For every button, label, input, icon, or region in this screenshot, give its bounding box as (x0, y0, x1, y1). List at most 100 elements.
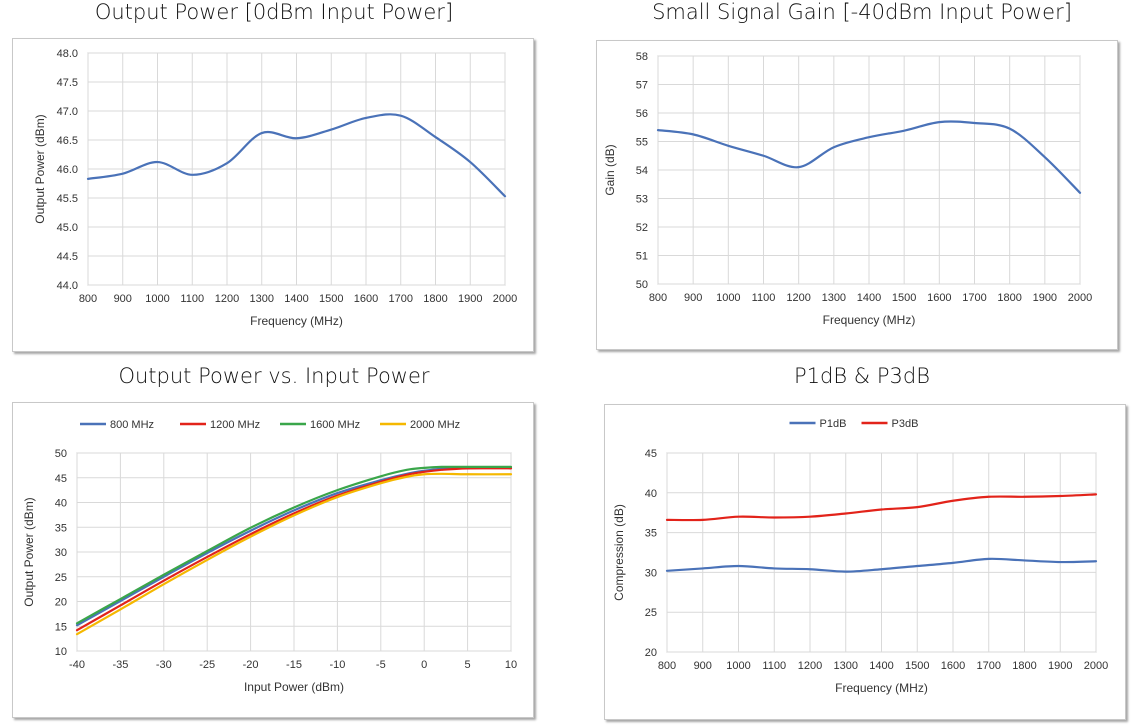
x-tick-label: 800 (658, 660, 676, 672)
x-tick-label: 900 (684, 292, 702, 304)
y-tick-label: 46.0 (57, 164, 78, 176)
x-tick-label: 1000 (716, 292, 740, 304)
chart-frame (596, 40, 1118, 350)
chart-small-signal-gain-panel: Small Signal Gain [-40dBm Input Power] 8… (588, 0, 1136, 360)
chart-title: Output Power [0dBm Input Power] (94, 0, 454, 24)
series-line-gain (656, 120, 1082, 194)
y-tick-label: 50 (636, 279, 648, 291)
x-tick-label: 1900 (458, 293, 482, 305)
chart-frame (12, 38, 534, 352)
chart-output-vs-input-panel: Output Power vs. Input Power -40 -35 -30 -2… (0, 364, 548, 728)
x-tick-label: 1100 (180, 293, 204, 305)
x-tick-label: 900 (694, 660, 712, 672)
y-tick-label: 47.0 (57, 106, 78, 118)
y-tick-label: 20 (55, 597, 67, 609)
x-tick-label: 1500 (319, 293, 343, 305)
x-axis-label: Frequency (MHz) (823, 313, 916, 327)
y-tick-label: 46.5 (57, 135, 78, 147)
chart-title: Output Power vs. Input Power (118, 364, 430, 388)
x-tick-label: 1400 (869, 660, 893, 672)
y-tick-label: 50 (55, 448, 67, 460)
y-tick-label: 58 (636, 51, 648, 63)
x-tick-label: 900 (114, 293, 132, 305)
y-tick-label: 20 (645, 647, 657, 659)
y-tick-label: 30 (645, 567, 657, 579)
x-tick-label: -35 (112, 659, 128, 671)
series-line-p1db (665, 557, 1098, 573)
output-vs-input-chart: -40 -35 -30 -25 -20 -15 -10 -5 0 5 10 10 15 20 25 30 35 4… (22, 419, 517, 694)
x-tick-label: 1200 (786, 292, 810, 304)
x-axis-label: Input Power (dBm) (244, 680, 344, 694)
chart-title: Small Signal Gain [-40dBm Input Power] (652, 0, 1072, 24)
x-tick-label: 0 (421, 659, 427, 671)
series-line-1200-mhz (75, 467, 513, 632)
x-tick-label: 2000 (493, 293, 517, 305)
p1db-p3db-chart: 800 900 1000 1100 1200 1300 1400 1500 1600 1700 18… (612, 418, 1108, 695)
x-tick-label: 1500 (892, 292, 916, 304)
legend-label: 1200 MHz (210, 419, 260, 431)
x-tick-label: 1300 (250, 293, 274, 305)
x-tick-label: 1100 (752, 292, 776, 304)
chart-p1db-p3db-panel: P1dB & P3dB 800 900 1000 1100 1200 1300 1400 15… (588, 364, 1136, 728)
x-tick-label: 10 (505, 659, 517, 671)
y-axis-label: Compression (dB) (612, 504, 626, 601)
chart-frame (12, 402, 534, 718)
series-line-output-power (86, 113, 507, 198)
x-tick-label: 1400 (284, 293, 308, 305)
x-tick-label: 1400 (857, 292, 881, 304)
y-tick-label: 45 (645, 448, 657, 460)
x-tick-label: 1700 (962, 292, 986, 304)
y-tick-label: 55 (636, 137, 648, 149)
series-line-p3db (665, 493, 1098, 522)
legend-label: 2000 MHz (410, 419, 460, 431)
x-tick-label: 1900 (1048, 660, 1072, 672)
y-axis-label: Gain (dB) (603, 144, 617, 195)
x-tick-label: 800 (79, 293, 97, 305)
y-tick-label: 10 (55, 646, 67, 658)
x-tick-label: -40 (69, 659, 85, 671)
y-tick-label: 15 (55, 621, 67, 633)
x-tick-label: 1000 (726, 660, 750, 672)
y-tick-label: 53 (636, 194, 648, 206)
y-axis-label: Output Power (dBm) (22, 497, 36, 606)
y-tick-label: 40 (645, 488, 657, 500)
x-tick-label: 1500 (905, 660, 929, 672)
x-tick-label: -20 (243, 659, 259, 671)
y-tick-label: 56 (636, 108, 648, 120)
x-tick-label: 2000 (1068, 292, 1092, 304)
y-tick-label: 44.5 (57, 251, 78, 263)
y-tick-label: 52 (636, 222, 648, 234)
legend-label: 1600 MHz (310, 419, 360, 431)
y-tick-label: 44.0 (57, 280, 78, 292)
x-tick-label: 1300 (834, 660, 858, 672)
legend-label: P3dB (892, 418, 919, 430)
y-tick-label: 47.5 (57, 77, 78, 89)
series-line-1600-mhz (75, 465, 513, 625)
x-tick-label: 2000 (1084, 660, 1108, 672)
output-power-chart: 800 900 1000 1100 1200 1300 1400 1500 1600 1700 18… (33, 48, 517, 328)
small-signal-gain-chart: 800 900 1000 1100 1200 1300 1400 1500 1600 1700 18… (603, 51, 1092, 327)
y-tick-label: 40 (55, 498, 67, 510)
y-tick-label: 51 (636, 251, 648, 263)
x-tick-label: 1800 (997, 292, 1021, 304)
x-tick-label: 1000 (145, 293, 169, 305)
x-tick-label: 1900 (1033, 292, 1057, 304)
x-tick-label: 1600 (941, 660, 965, 672)
y-tick-label: 45.5 (57, 193, 78, 205)
y-tick-label: 45 (55, 473, 67, 485)
y-tick-label: 54 (636, 165, 648, 177)
y-tick-label: 30 (55, 547, 67, 559)
x-tick-label: 1100 (762, 660, 786, 672)
x-tick-label: 1300 (822, 292, 846, 304)
x-tick-label: 1800 (423, 293, 447, 305)
x-tick-label: 1600 (354, 293, 378, 305)
x-tick-label: -25 (199, 659, 215, 671)
x-tick-label: 5 (465, 659, 471, 671)
chart-title: P1dB & P3dB (794, 364, 930, 388)
y-tick-label: 45.0 (57, 222, 78, 234)
legend-label: 800 MHz (110, 419, 154, 431)
x-tick-label: 1200 (215, 293, 239, 305)
x-tick-label: -15 (286, 659, 302, 671)
y-tick-label: 25 (55, 572, 67, 584)
x-tick-label: -30 (156, 659, 172, 671)
